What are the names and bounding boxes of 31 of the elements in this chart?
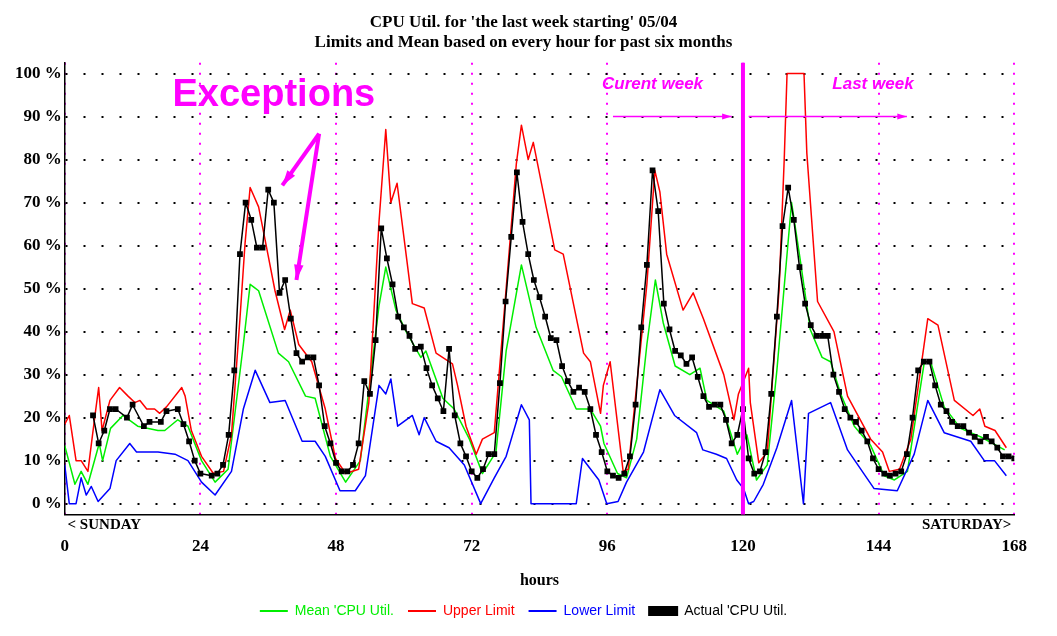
annotation: Curent week	[601, 73, 705, 93]
y-tick-label: 80 %	[23, 148, 62, 168]
y-tick-label: 10 %	[23, 450, 62, 470]
y-tick-label: 70 %	[23, 191, 62, 211]
y-tick-label: 100 %	[15, 62, 62, 82]
x-tick-label: 24	[191, 535, 210, 555]
y-tick-label: 90 %	[23, 105, 62, 125]
x-tick-label: 0	[60, 535, 69, 555]
text: Limits and Mean based on every hour for past six months	[314, 31, 733, 51]
y-tick-label: 30 %	[23, 364, 62, 384]
y-tick-label: 20 %	[23, 407, 62, 427]
x-tick-label: 120	[730, 535, 756, 555]
text: SATURDAY>	[922, 515, 1012, 532]
y-tick-label: 50 %	[23, 277, 62, 297]
text: CPU Util. for 'the last week starting' 05/04	[369, 11, 678, 31]
legend-label: Mean 'CPU Util.	[294, 601, 394, 618]
legend-label: Lower Limit	[563, 601, 636, 618]
y-tick-label: 40 %	[23, 321, 62, 340]
legend-label: Upper Limit	[442, 601, 515, 618]
x-tick-label: 48	[327, 535, 345, 555]
y-tick-label: 60 %	[23, 234, 62, 254]
annotation: Exceptions	[172, 71, 376, 114]
x-axis-title: hours	[519, 570, 560, 588]
text: < SUNDAY	[67, 515, 142, 532]
x-tick-label: 144	[865, 535, 892, 555]
x-tick-label: 96	[598, 535, 616, 555]
x-tick-label: 168	[1001, 535, 1027, 555]
x-tick-label: 72	[463, 535, 481, 555]
annotation: Last week	[832, 73, 916, 93]
y-tick-label: 0 %	[32, 493, 62, 513]
legend-label: Actual 'CPU Util.	[684, 601, 788, 618]
